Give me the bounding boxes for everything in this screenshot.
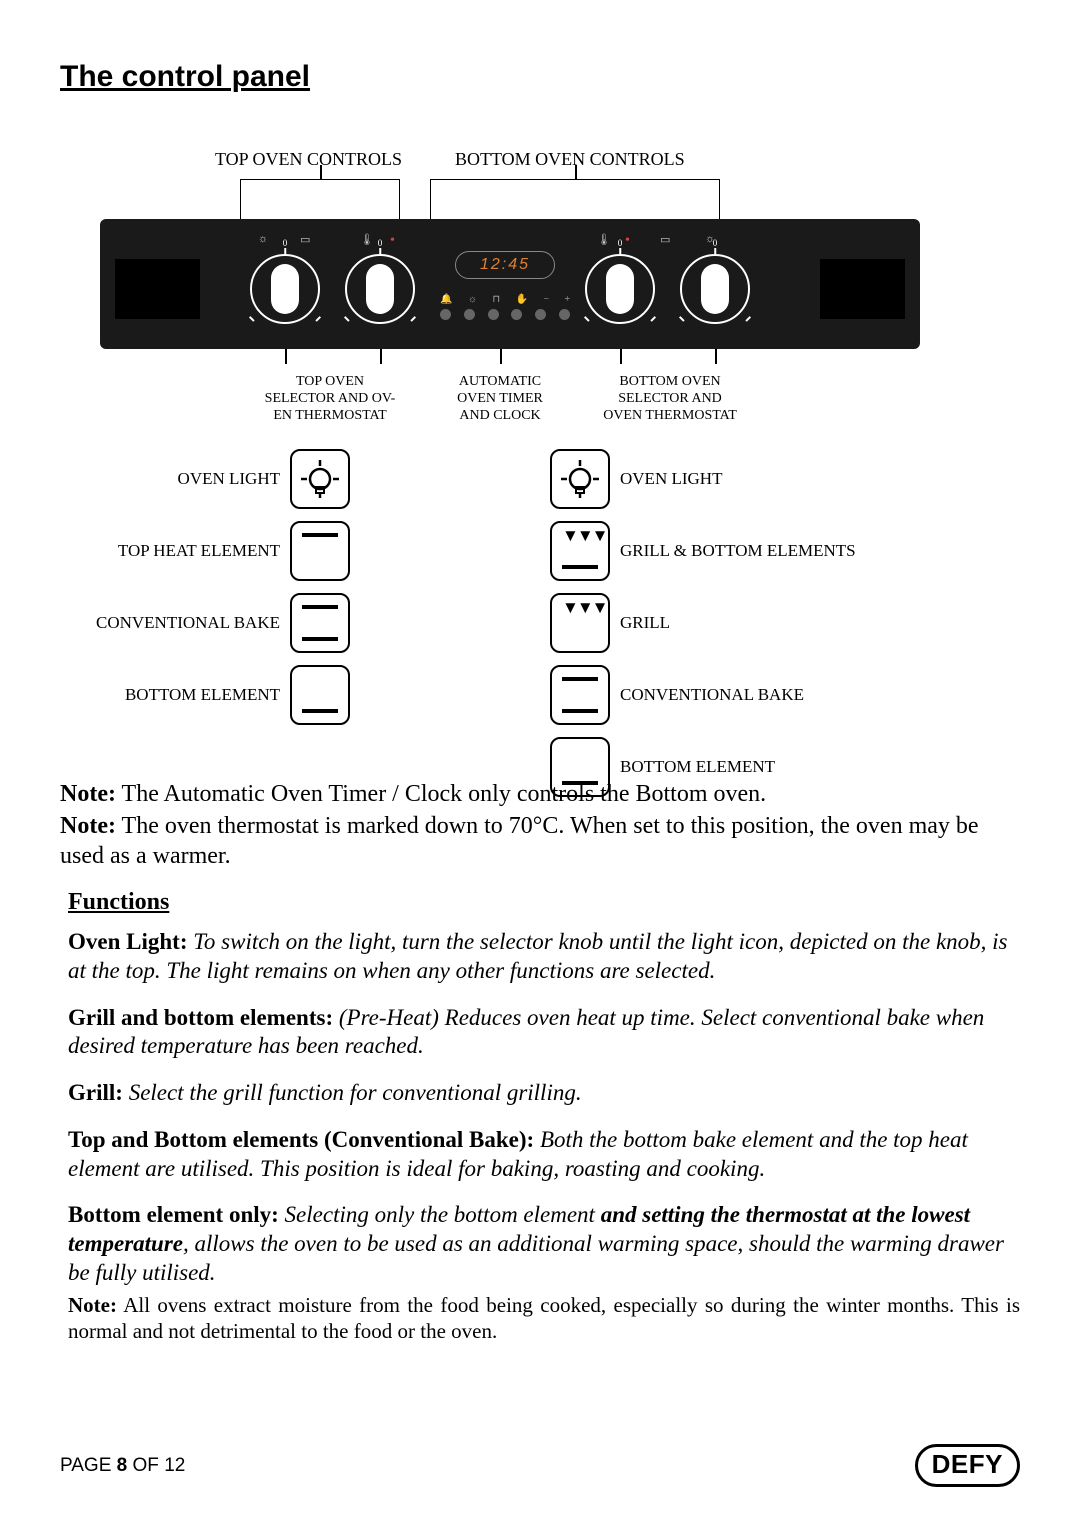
icon-label: GRILL & BOTTOM ELEMENTS (620, 541, 900, 561)
defy-logo: DEFY (915, 1444, 1020, 1487)
minus-icon: − (543, 294, 549, 305)
icon-label: BOTTOM ELEMENT (60, 685, 280, 705)
func-grill: Grill: Select the grill function for con… (68, 1079, 1020, 1108)
icon-label: GRILL (620, 613, 900, 633)
icon-label: BOTTOM ELEMENT (620, 757, 900, 777)
bell-icon: 🔔 (440, 294, 452, 305)
element-icon: ▭ (660, 233, 670, 246)
panel-end-left (115, 259, 200, 319)
knob-bottom-selector: 0 (680, 254, 750, 324)
page-number: PAGE 8 OF 12 (60, 1455, 185, 1477)
bracket-right (430, 179, 720, 219)
plus-icon: + (564, 294, 570, 305)
indicator-dot-icon: • (390, 233, 395, 249)
page-title: The control panel (60, 60, 1020, 94)
func-conventional: Top and Bottom elements (Conventional Ba… (68, 1126, 1020, 1184)
timer-buttons (440, 309, 570, 320)
sun-icon: ☼ (468, 294, 477, 305)
thermometer-icon: 🌡 (360, 233, 374, 246)
func-grill-bottom: Grill and bottom elements: (Pre-Heat) Re… (68, 1004, 1020, 1062)
timer-mode-icons: 🔔 ☼ ⊓ ✋ − + (440, 294, 570, 305)
func-bottom-only: Bottom element only: Selecting only the … (68, 1201, 1020, 1287)
label-bottom-oven-knobs: BOTTOM OVENSELECTOR ANDOVEN THERMOSTAT (580, 374, 760, 424)
icon-label: CONVENTIONAL BAKE (620, 685, 900, 705)
top-label-left: TOP OVEN CONTROLS (215, 149, 402, 170)
page-footer: PAGE 8 OF 12 DEFY (60, 1444, 1020, 1487)
label-top-oven-knobs: TOP OVENSELECTOR AND OV-EN THERMOSTAT (250, 374, 410, 424)
conventional-bake-icon (550, 665, 610, 725)
icon-label: OVEN LIGHT (620, 469, 900, 489)
light-icon: ☼ (705, 233, 715, 245)
bottom-element-icon (550, 737, 610, 797)
pot-icon: ⊓ (492, 294, 500, 305)
knob-top-selector: 0 (250, 254, 320, 324)
thermometer-icon: 🌡 (597, 233, 611, 246)
icon-label: TOP HEAT ELEMENT (60, 541, 280, 561)
icon-label: OVEN LIGHT (60, 469, 280, 489)
clock-display: 12:45 (455, 251, 555, 279)
grill-icon: ▼▼▼ (550, 593, 610, 653)
knob-bottom-thermostat: 0 (585, 254, 655, 324)
top-heat-icon (290, 521, 350, 581)
note-label: Note: (60, 781, 116, 807)
label-timer: AUTOMATICOVEN TIMERAND CLOCK (440, 374, 560, 424)
conventional-bake-icon (290, 593, 350, 653)
bottom-element-icon (290, 665, 350, 725)
hand-icon: ✋ (516, 294, 528, 305)
functions-heading: Functions (68, 889, 1020, 916)
oven-light-icon (290, 449, 350, 509)
func-oven-light: Oven Light: To switch on the light, turn… (68, 928, 1020, 986)
left-icon-column: OVEN LIGHT TOP HEAT ELEMENT CONVENTIONAL… (60, 449, 350, 737)
oven-control-panel: 0 ☼ ▭ 0 🌡 • 12:45 🔔 ☼ ⊓ ✋ − + 0 🌡 • (100, 219, 920, 349)
control-panel-diagram: TOP OVEN CONTROLS BOTTOM OVEN CONTROLS 0… (60, 149, 1020, 769)
bracket-left (240, 179, 400, 219)
oven-light-icon (550, 449, 610, 509)
indicator-dot-icon: • (625, 233, 630, 249)
top-label-right: BOTTOM OVEN CONTROLS (455, 149, 685, 170)
grill-bottom-icon: ▼▼▼ (550, 521, 610, 581)
note-text: The oven thermostat is marked down to 70… (60, 813, 979, 869)
light-icon: ☼ (258, 233, 268, 245)
element-icon: ▭ (300, 233, 310, 246)
moisture-note: Note: All ovens extract moisture from th… (68, 1292, 1020, 1345)
icon-label: CONVENTIONAL BAKE (60, 613, 280, 633)
note-label: Note: (60, 813, 116, 839)
right-icon-column: OVEN LIGHT ▼▼▼ GRILL & BOTTOM ELEMENTS ▼… (550, 449, 900, 809)
knob-top-thermostat: 0 (345, 254, 415, 324)
panel-end-right (820, 259, 905, 319)
